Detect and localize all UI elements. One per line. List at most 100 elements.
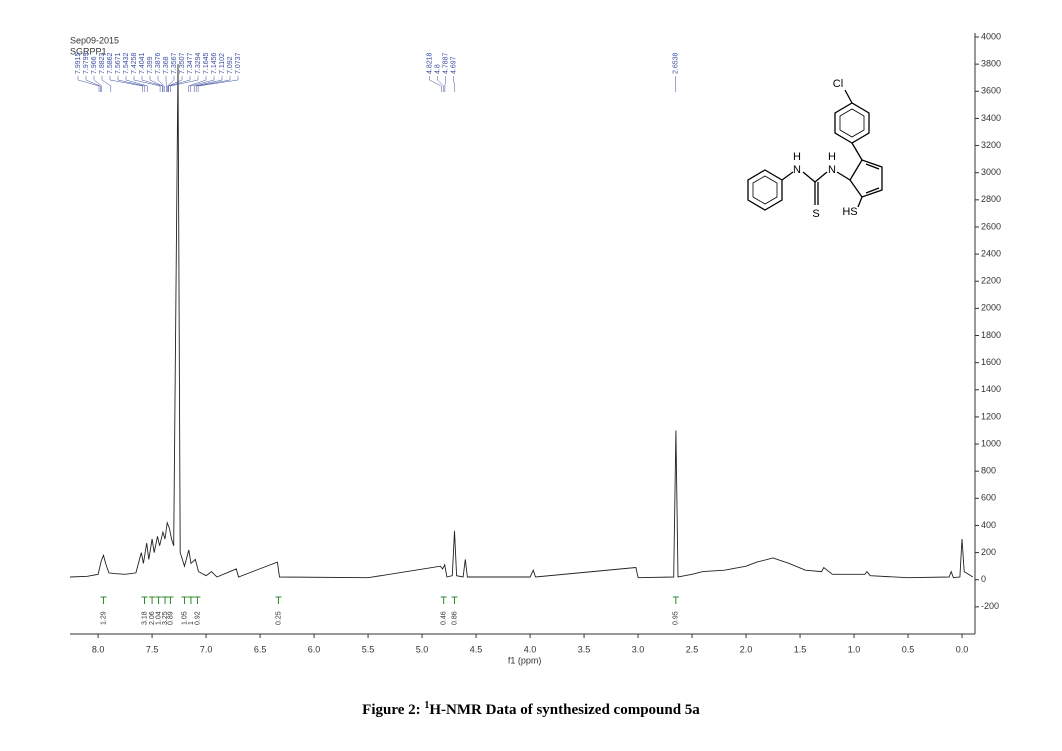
- y-tick-label: 2400: [981, 248, 1001, 258]
- peak-label: 7.4041: [139, 52, 146, 74]
- peak-label: 7.5671: [115, 52, 122, 74]
- peak-label: 7.4258: [131, 52, 138, 74]
- peak-label: 4.8: [434, 64, 441, 74]
- peak-label: 7.3567: [171, 52, 178, 74]
- x-tick-label: 3.5: [578, 644, 591, 654]
- peak-leader: [430, 76, 442, 92]
- peak-label: 7.1456: [211, 52, 218, 74]
- x-tick-label: 7.5: [146, 644, 159, 654]
- peak-label: 7.3876: [155, 52, 162, 74]
- peak-label: 7.5432: [123, 52, 130, 74]
- atom-label: H: [793, 151, 801, 163]
- integral-bracket: [167, 597, 173, 604]
- chlorophenyl-inner: [840, 109, 864, 137]
- x-tick-label: 5.5: [362, 644, 375, 654]
- integral-bracket: [162, 597, 168, 604]
- x-tick-label: 0.0: [956, 644, 969, 654]
- integral-label: 1.29: [100, 611, 107, 625]
- integral-label: 0.95: [673, 611, 680, 625]
- integral-label: 0.86: [451, 611, 458, 625]
- atom-label: N: [793, 164, 801, 176]
- caption: Figure 2: 1H-NMR Data of synthesized com…: [362, 700, 700, 718]
- integral-bracket: [100, 597, 106, 604]
- peak-label: 4.7887: [442, 52, 449, 74]
- y-tick-label: 1000: [981, 438, 1001, 448]
- y-tick-label: 3400: [981, 113, 1001, 123]
- bond: [858, 197, 862, 207]
- peak-label: 7.092: [227, 56, 234, 74]
- bond: [782, 172, 793, 180]
- x-tick-label: 3.0: [632, 644, 645, 654]
- peak-label: 4.697: [450, 56, 457, 74]
- integral-bracket: [181, 597, 187, 604]
- y-tick-label: 2000: [981, 303, 1001, 313]
- y-tick-label: 600: [981, 493, 996, 503]
- y-tick-label: 800: [981, 466, 996, 476]
- x-axis-label: f1 (ppm): [508, 655, 542, 665]
- y-tick-label: 3800: [981, 59, 1001, 69]
- integral-label: 0.92: [194, 611, 201, 625]
- y-tick-label: 4000: [981, 31, 1001, 41]
- bond: [845, 90, 852, 103]
- x-tick-label: 1.5: [794, 644, 807, 654]
- bond: [837, 172, 850, 180]
- atom-label: H: [828, 151, 836, 163]
- peak-leader: [86, 76, 100, 92]
- integral-label: 0.89: [167, 611, 174, 625]
- bond: [815, 172, 827, 182]
- integral-bracket: [275, 597, 281, 604]
- y-tick-label: 3000: [981, 167, 1001, 177]
- run-date: Sep09-2015: [70, 35, 119, 45]
- atom-label: HS: [842, 206, 857, 218]
- peak-leader: [102, 76, 111, 92]
- molecule: [748, 90, 882, 210]
- peak-label: 7.368: [163, 56, 170, 74]
- y-tick-label: 200: [981, 547, 996, 557]
- peak-leader: [438, 76, 444, 92]
- integral-bracket: [194, 597, 200, 604]
- integral-label: 3.18: [141, 611, 148, 625]
- integral-bracket: [451, 597, 457, 604]
- caption-prefix: Figure 2:: [362, 702, 424, 718]
- y-tick-label: 1800: [981, 330, 1001, 340]
- peak-label: 7.1102: [219, 53, 226, 74]
- peak-label: 7.9915: [75, 52, 82, 74]
- peak-label: 7.5862: [107, 52, 114, 74]
- x-tick-label: 6.0: [308, 644, 321, 654]
- x-tick-label: 1.0: [848, 644, 861, 654]
- x-tick-label: 6.5: [254, 644, 267, 654]
- y-tick-label: 3600: [981, 86, 1001, 96]
- y-tick-label: 2600: [981, 221, 1001, 231]
- y-tick-label: 1200: [981, 411, 1001, 421]
- peak-label: 7.3294: [195, 52, 202, 74]
- peak-label: 7.3477: [187, 52, 194, 74]
- bond: [852, 143, 862, 160]
- integral-bracket: [441, 597, 447, 604]
- peak-label: 7.9799: [83, 52, 90, 74]
- y-tick-label: 0: [981, 574, 986, 584]
- peak-leader: [445, 76, 446, 92]
- y-tick-label: 2200: [981, 276, 1001, 286]
- x-tick-label: 2.5: [686, 644, 699, 654]
- integral-bracket: [149, 597, 155, 604]
- y-tick-label: 400: [981, 520, 996, 530]
- y-tick-label: 3200: [981, 140, 1001, 150]
- integral-label: 0.46: [441, 611, 448, 625]
- peak-leader: [110, 76, 143, 92]
- x-tick-label: 8.0: [92, 644, 105, 654]
- x-tick-label: 2.0: [740, 644, 753, 654]
- atom-label: S: [812, 208, 819, 220]
- peak-label: 7.8823: [99, 52, 106, 74]
- peak-leader: [454, 76, 455, 92]
- x-tick-label: 5.0: [416, 644, 429, 654]
- caption-rest: H-NMR Data of synthesized compound 5a: [429, 702, 700, 718]
- peak-label: 2.6538: [672, 52, 679, 74]
- integral-bracket: [156, 597, 162, 604]
- integral-bracket: [142, 597, 148, 604]
- x-tick-label: 0.5: [902, 644, 915, 654]
- x-tick-label: 4.0: [524, 644, 537, 654]
- integral-label: 0.25: [275, 611, 282, 625]
- integral-bracket: [188, 597, 194, 604]
- atom-label: Cl: [833, 78, 843, 90]
